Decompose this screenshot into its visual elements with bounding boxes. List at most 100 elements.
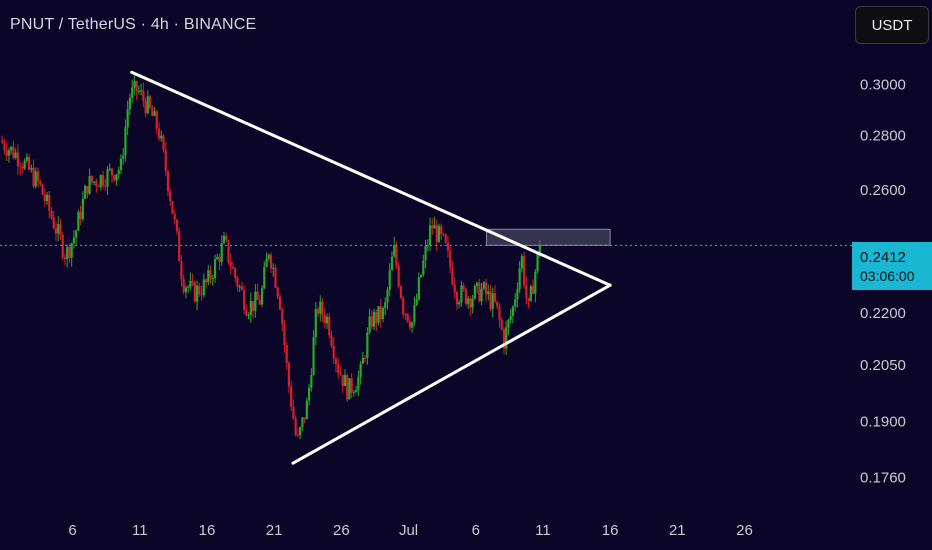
candle-body [28, 156, 31, 170]
candle-body [234, 268, 237, 279]
candle-body [316, 309, 320, 314]
candle-body [52, 217, 55, 229]
candle-body [144, 100, 147, 114]
candle-body [162, 135, 165, 150]
candle-body [502, 329, 506, 349]
candle-body [348, 378, 351, 400]
support-trendline[interactable] [291, 283, 612, 465]
candle-body [285, 345, 288, 364]
candle-body [45, 194, 49, 202]
candle-body [455, 292, 459, 305]
candle-body [278, 296, 282, 310]
candle-body [379, 306, 382, 320]
x-tick-label: 16 [602, 522, 619, 539]
candle-body [440, 226, 443, 234]
candle-body [428, 225, 432, 245]
last-price-tag: 0.2412 03:06:00 [852, 242, 932, 290]
resistance-trendline[interactable] [130, 70, 612, 287]
candle-body [493, 293, 497, 302]
candle-body [258, 299, 261, 305]
candle-body [256, 291, 259, 300]
candle-body [148, 96, 152, 108]
candle-body [520, 256, 523, 269]
candle-body [43, 194, 46, 202]
candle-body [496, 301, 499, 307]
candle-body [386, 289, 389, 303]
candle-body [189, 281, 192, 288]
candle-body [355, 390, 358, 393]
candle-body [106, 169, 109, 187]
candle-body [157, 128, 161, 139]
candle-body [404, 313, 407, 315]
candle-body [137, 91, 140, 93]
candles [1, 75, 541, 440]
candle-body [213, 259, 217, 279]
candle-body [25, 156, 28, 161]
candle-body [299, 427, 302, 436]
candle-body [23, 160, 26, 169]
x-axis[interactable]: 6 11 16 21 26 Jul 6 11 16 21 26 [68, 522, 752, 539]
candle-body [7, 150, 11, 156]
candle-body [498, 306, 501, 320]
candle-body [390, 256, 394, 271]
candle-body [346, 375, 349, 400]
resistance-zone[interactable] [485, 228, 611, 246]
candle-body [523, 256, 526, 286]
candle-body [413, 305, 416, 323]
candle-body [16, 152, 20, 166]
candle-body [126, 109, 129, 128]
candle-body [323, 315, 326, 324]
candle-body [363, 357, 367, 359]
candle-body [21, 166, 24, 169]
x-tick-label: 16 [199, 522, 216, 539]
candle-body [227, 240, 230, 262]
candle-body [269, 254, 273, 269]
candle-body [164, 149, 167, 172]
candle-body [471, 298, 474, 308]
x-tick-label: 11 [132, 522, 148, 539]
x-tick-label: 26 [736, 522, 753, 539]
candle-body [50, 210, 53, 218]
candle-body [332, 345, 335, 359]
candle-body [460, 285, 463, 303]
candle-body [397, 265, 400, 287]
candle-body [169, 191, 172, 202]
candle-body [211, 278, 214, 280]
candle-body [469, 298, 472, 308]
candle-body [184, 287, 188, 292]
candle-body [75, 230, 78, 238]
candle-body [63, 257, 67, 260]
currency-button[interactable]: USDT [855, 6, 929, 44]
candle-body [153, 111, 156, 116]
candle-body [200, 294, 203, 296]
candle-body [19, 165, 22, 167]
candle-body [178, 231, 181, 262]
y-axis[interactable]: 0.3000 0.2800 0.2600 0.2200 0.2050 0.1900 0.17… [860, 76, 906, 486]
candle-body [274, 267, 277, 288]
candle-body [366, 332, 369, 359]
candle-body [446, 242, 450, 251]
candle-body [218, 256, 221, 263]
candle-body [431, 225, 434, 229]
candle-body [142, 90, 145, 101]
y-tick-label: 0.3000 [860, 76, 906, 93]
candle-body [406, 314, 409, 322]
candle-body [361, 357, 364, 364]
candle-body [207, 270, 210, 283]
candle-body [272, 267, 275, 269]
candle-body [487, 291, 490, 295]
candle-body [229, 261, 232, 267]
candle-body [453, 284, 456, 293]
candle-body [243, 289, 246, 310]
candle-body [104, 185, 107, 187]
candle-body [475, 282, 479, 286]
candle-body [467, 298, 470, 304]
candle-body [196, 285, 199, 302]
candle-body [5, 150, 8, 156]
candle-body [32, 167, 35, 187]
candle-body [240, 286, 244, 290]
candle-body [529, 286, 532, 301]
candle-body [491, 293, 494, 309]
candle-body [236, 278, 239, 287]
